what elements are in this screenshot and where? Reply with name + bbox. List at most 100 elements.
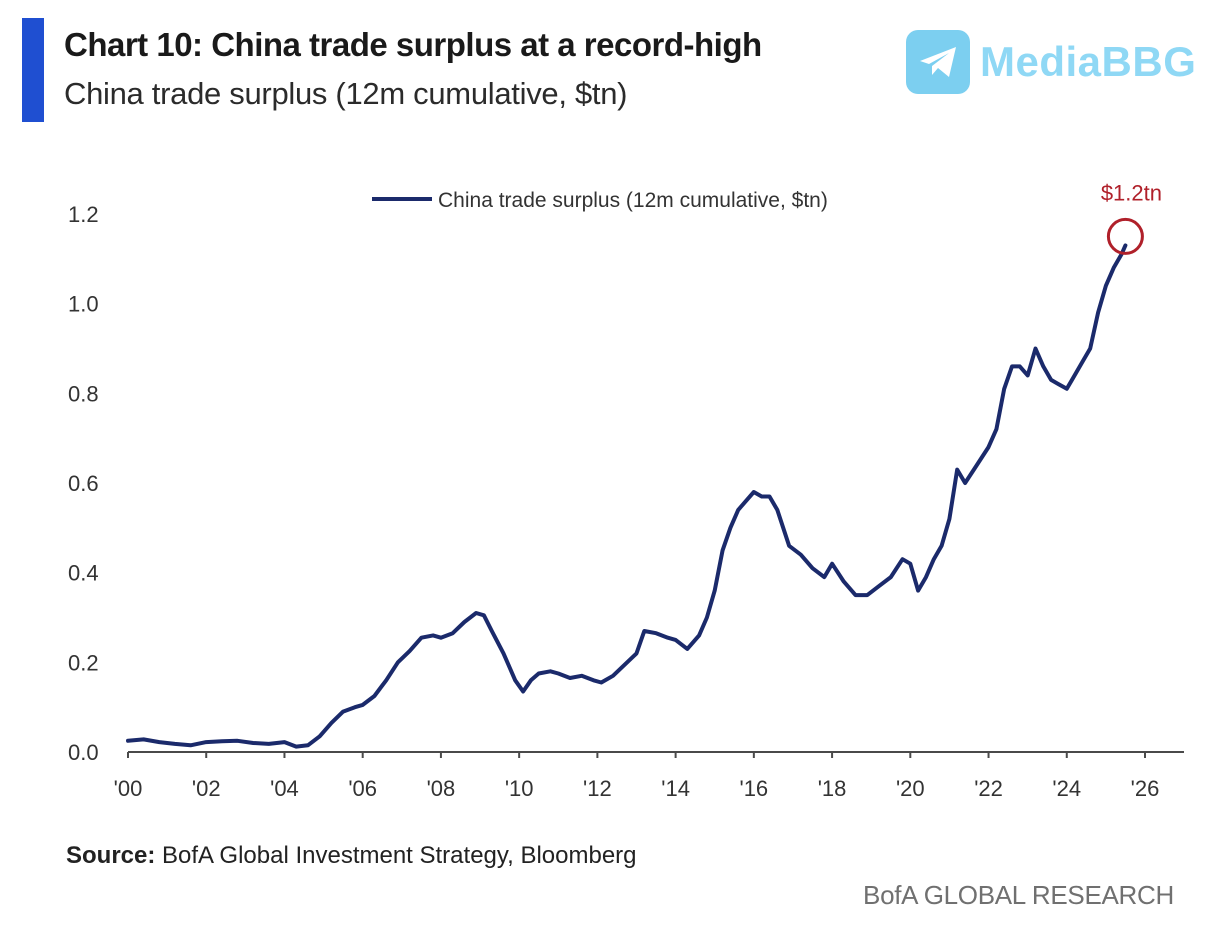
data-point <box>654 631 658 635</box>
data-point <box>568 676 572 680</box>
data-point <box>877 584 881 588</box>
data-point <box>889 575 893 579</box>
data-point <box>419 636 423 640</box>
legend: China trade surplus (12m cumulative, $tn… <box>372 189 828 212</box>
watermark: MediaBBG <box>906 30 1196 94</box>
data-point <box>1049 378 1053 382</box>
data-point <box>799 553 803 557</box>
data-point <box>306 743 310 747</box>
data-point <box>1002 387 1006 391</box>
data-point <box>408 649 412 653</box>
data-point <box>142 737 146 741</box>
x-tick-label: '12 <box>583 776 612 801</box>
data-point <box>372 694 376 698</box>
x-tick-label: '20 <box>896 776 925 801</box>
data-point <box>220 739 224 743</box>
data-point <box>1112 266 1116 270</box>
data-point <box>462 620 466 624</box>
source-label: Source: <box>66 842 156 869</box>
y-tick-label: 1.0 <box>68 292 99 317</box>
data-point <box>947 517 951 521</box>
data-point <box>728 526 732 530</box>
x-tick-label: '10 <box>505 776 534 801</box>
data-point <box>396 660 400 664</box>
data-point <box>1065 387 1069 391</box>
data-point <box>318 734 322 738</box>
data-point <box>521 690 525 693</box>
data-point <box>865 593 869 597</box>
data-point <box>685 647 689 651</box>
data-point <box>611 674 615 678</box>
annotation-circle <box>1106 217 1144 255</box>
data-point <box>294 745 298 749</box>
data-point <box>623 663 627 667</box>
data-point <box>157 740 161 744</box>
data-point <box>451 631 455 635</box>
data-point <box>173 742 177 746</box>
chart-subtitle: China trade surplus (12m cumulative, $tn… <box>64 76 628 111</box>
data-point <box>251 741 255 745</box>
data-point <box>1104 284 1108 288</box>
data-point <box>361 703 365 707</box>
data-point <box>236 739 239 743</box>
data-point <box>744 499 748 503</box>
data-point <box>580 674 584 678</box>
data-point <box>599 681 603 684</box>
y-tick-label: 1.2 <box>68 202 99 227</box>
data-point <box>916 589 920 593</box>
data-point <box>830 562 834 566</box>
telegram-plane-icon <box>906 30 970 94</box>
data-point <box>955 468 959 472</box>
source-text: BofA Global Investment Strategy, Bloombe… <box>162 842 637 869</box>
data-point <box>1123 243 1127 247</box>
data-point <box>384 678 388 682</box>
footer-brand: BofA GLOBAL RESEARCH <box>863 880 1174 910</box>
watermark-text: MediaBBG <box>980 38 1197 85</box>
x-tick-label: '14 <box>661 776 690 801</box>
data-point <box>975 463 979 467</box>
data-point <box>513 678 517 682</box>
x-tick-label: '22 <box>974 776 1003 801</box>
x-tick-label: '26 <box>1131 776 1160 801</box>
data-point <box>901 557 904 561</box>
x-tick-label: '24 <box>1052 776 1081 801</box>
y-tick-label: 0.0 <box>68 740 99 765</box>
data-point <box>1026 373 1030 377</box>
data-point <box>987 445 990 449</box>
x-tick-label: '18 <box>818 776 847 801</box>
data-point <box>1088 347 1092 350</box>
data-point <box>341 710 345 714</box>
data-point <box>474 611 478 615</box>
data-point <box>431 633 435 637</box>
y-tick-label: 0.2 <box>68 650 99 675</box>
data-point <box>705 616 709 619</box>
data-point <box>189 743 193 747</box>
data-point <box>666 636 670 640</box>
legend-label: China trade surplus (12m cumulative, $tn… <box>438 189 828 212</box>
y-tick-label: 0.8 <box>68 381 99 406</box>
data-point <box>1096 311 1100 315</box>
data-point <box>752 490 756 494</box>
series-line-china-trade-surplus <box>126 243 1128 749</box>
x-tick-label: '00 <box>114 776 143 801</box>
x-tick-label: '08 <box>427 776 456 801</box>
data-point <box>908 562 912 566</box>
data-point <box>822 575 826 579</box>
annotation-label: $1.2tn <box>1101 180 1162 205</box>
data-point <box>126 739 130 743</box>
data-point <box>1018 364 1022 368</box>
data-point <box>842 580 846 584</box>
data-point <box>736 508 740 512</box>
data-point <box>1080 360 1084 364</box>
data-point <box>642 629 646 633</box>
data-point <box>932 557 936 561</box>
data-point <box>490 629 494 633</box>
data-point <box>787 544 791 548</box>
data-point <box>674 638 678 642</box>
data-point <box>768 495 771 498</box>
data-point <box>713 589 717 593</box>
x-axis-ticks: '00 '02 '04 '06 '08 '10 '12 '14 '16 '18 '20 '22 '24 '… <box>114 752 1160 801</box>
data-point <box>482 613 486 617</box>
series-points <box>126 243 1127 749</box>
